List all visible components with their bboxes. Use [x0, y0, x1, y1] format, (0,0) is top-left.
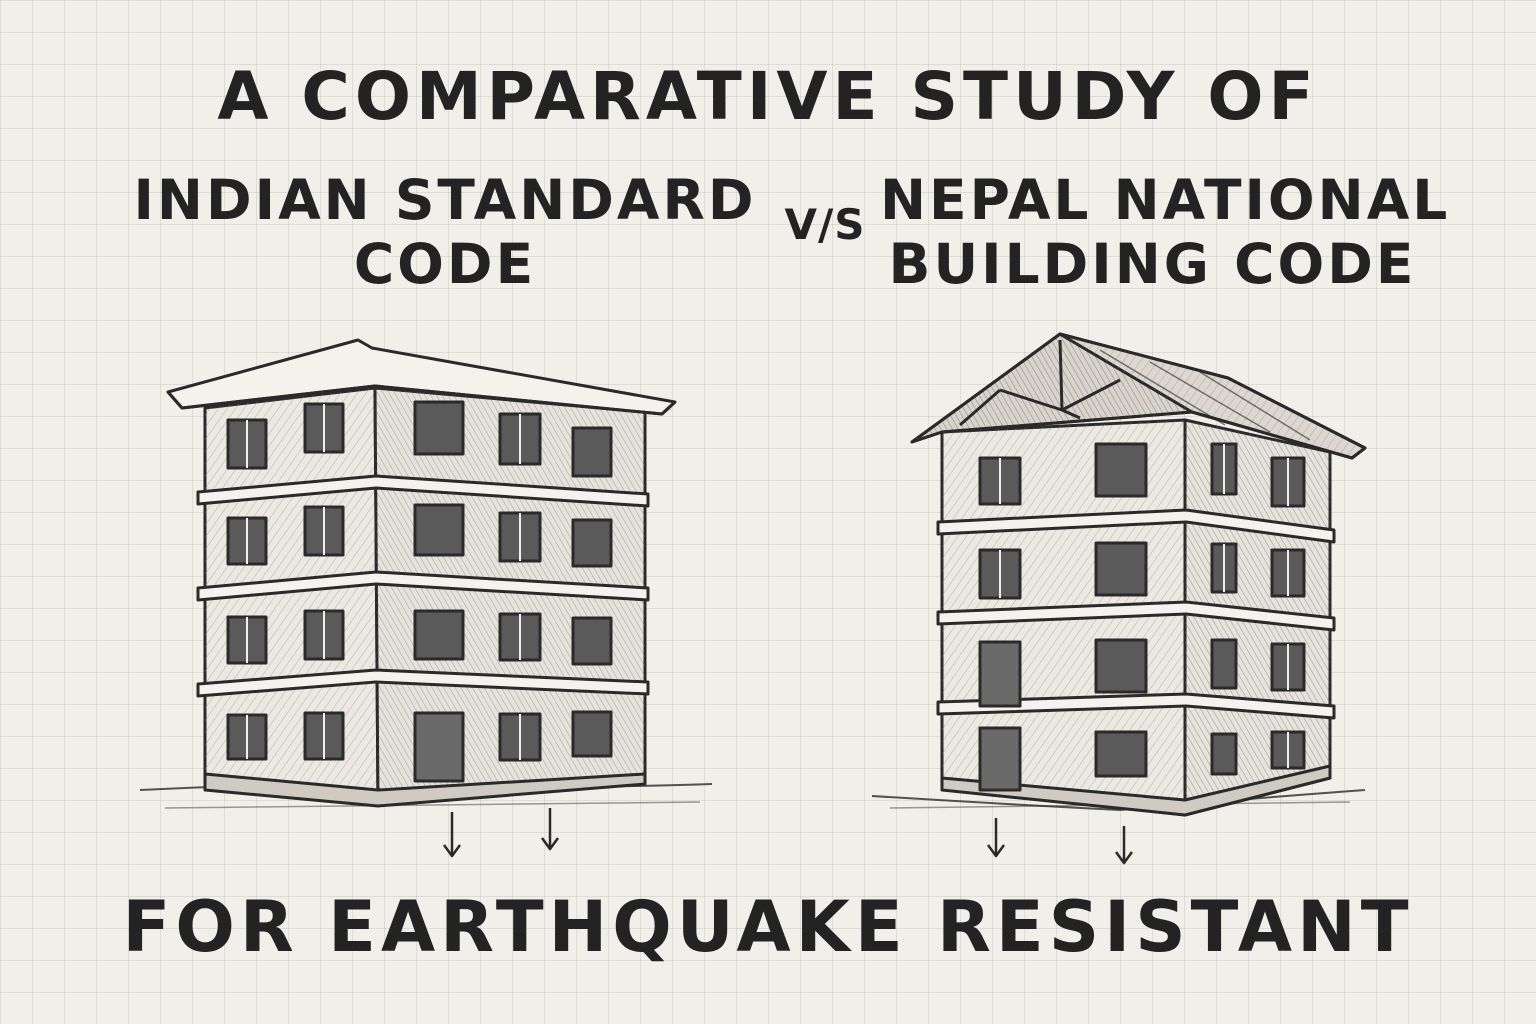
nepal-building-code-label: NEPAL NATIONAL BUILDING CODE	[880, 168, 1451, 296]
left-building-flat-roof	[139, 338, 713, 858]
right-label-line-2: BUILDING CODE	[888, 232, 1417, 296]
page-title: A COMPARATIVE STUDY OF	[217, 58, 1319, 135]
footer-caption: FOR EARTHQUAKE RESISTANT	[122, 886, 1414, 968]
left-label-line-1: INDIAN STANDARD	[133, 168, 757, 232]
right-load-arrows	[986, 818, 1134, 865]
indian-standard-code-label: INDIAN STANDARD CODE	[120, 168, 770, 296]
right-label-line-1: NEPAL NATIONAL	[880, 168, 1451, 232]
left-load-arrows	[442, 808, 560, 858]
versus-label: V/S	[784, 200, 866, 249]
left-label-line-2: CODE	[353, 232, 537, 296]
right-building-pitched-roof	[871, 332, 1367, 865]
